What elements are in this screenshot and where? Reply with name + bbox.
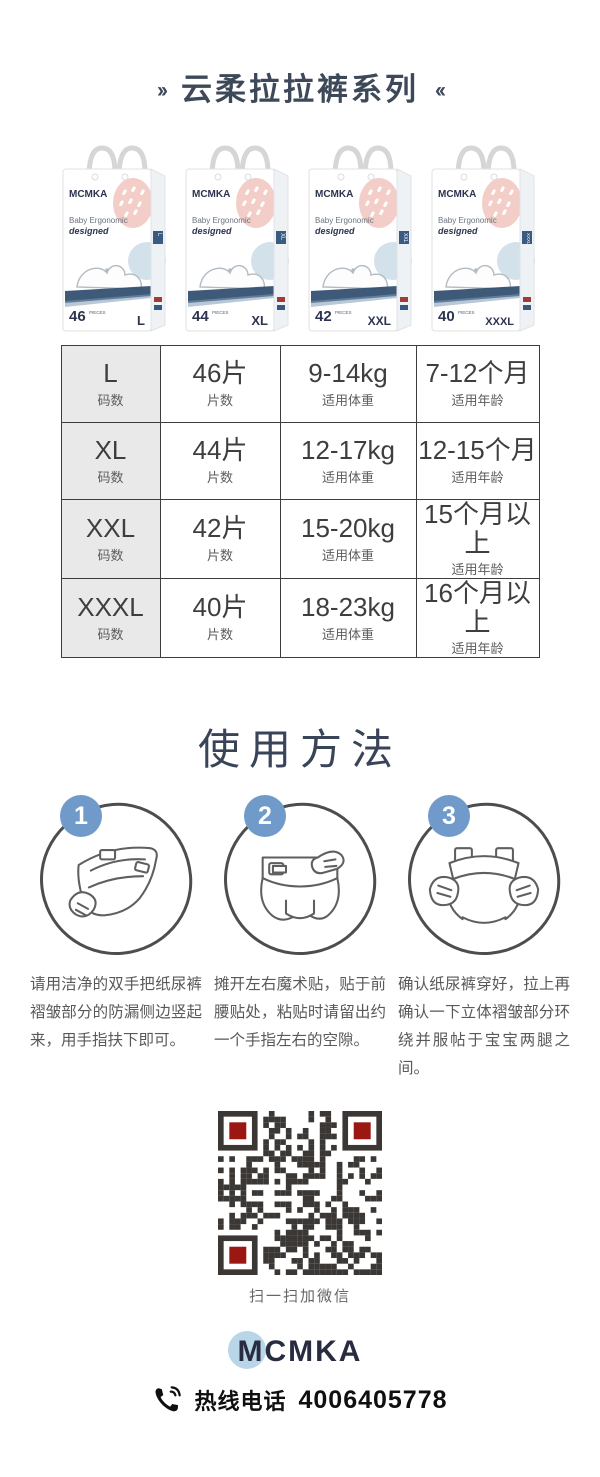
size-value: XXL xyxy=(85,513,136,544)
size-value: L xyxy=(103,358,118,389)
step-description: 确认纸尿裤穿好，拉上再确认一下立体褶皱部分环绕并服帖于宝宝两腿之间。 xyxy=(398,976,570,1078)
right-chevrons-icon: ‹‹ xyxy=(435,79,446,102)
step-number-badge: 1 xyxy=(60,795,102,838)
svg-text:designed: designed xyxy=(192,226,232,236)
step-number-badge: 3 xyxy=(428,795,470,838)
hotline-row: 热线电话 4006405778 xyxy=(0,1384,600,1416)
usage-heading: 使用方法 xyxy=(197,726,402,774)
product-package-xxxl: MCMKA Baby Ergonomic designed 40 PIECES … xyxy=(431,145,535,332)
size-spec-table: L 码数 46片 片数 9-14kg 适用体重 7-12个月 适用年龄 XL 码数 44片… xyxy=(60,345,540,659)
svg-text:PIECES: PIECES xyxy=(212,310,229,315)
usage-step-1: 1 请用洁净的双手把纸尿裤褶皱部分的防漏侧边竖起来，用手指扶下即可。 xyxy=(28,795,204,1083)
pieces-value: 42片 xyxy=(192,513,248,544)
page-title: 云柔拉拉裤系列 xyxy=(181,72,419,107)
bag-handle-icon xyxy=(485,145,516,176)
svg-text:Baby Ergonomic: Baby Ergonomic xyxy=(192,216,251,225)
product-package-xxl: MCMKA Baby Ergonomic designed 42 PIECES … xyxy=(308,145,412,332)
table-row: XL 码数 44片 片数 12-17kg 适用体重 12-15个月 适用年龄 xyxy=(60,422,540,500)
qr-section: 扫一扫加微信 xyxy=(0,1111,600,1306)
step2-illustration xyxy=(217,797,383,962)
bag-handle-icon xyxy=(362,145,393,176)
table-row: L 码数 46片 片数 9-14kg 适用体重 7-12个月 适用年龄 xyxy=(60,345,540,423)
package-brand-label: MCMKA xyxy=(315,189,353,200)
seal-illustration xyxy=(75,265,142,290)
series-title-row: ›› 云柔拉拉裤系列 ‹‹ xyxy=(0,64,600,109)
svg-text:XXL: XXL xyxy=(402,233,408,243)
package-brand-label: MCMKA xyxy=(192,189,230,200)
step1-illustration xyxy=(33,797,199,962)
phone-icon xyxy=(155,1386,182,1412)
svg-text:designed: designed xyxy=(69,226,109,236)
size-value: XXXL xyxy=(77,592,144,623)
svg-text:PIECES: PIECES xyxy=(335,310,352,315)
package-size-label: XL xyxy=(251,313,268,328)
product-package-row: MCMKA Baby Ergonomic designed 46 PIECES … xyxy=(0,139,600,339)
package-tagline: Baby Ergonomic xyxy=(69,216,128,225)
age-value: 15个月以上 xyxy=(424,499,531,558)
hotline-label: 热线电话 xyxy=(194,1389,287,1415)
svg-text:designed: designed xyxy=(438,226,478,236)
product-package-l: MCMKA Baby Ergonomic designed 46 PIECES … xyxy=(62,145,166,332)
package-brand-label: MCMKA xyxy=(438,189,476,200)
weight-value: 9-14kg xyxy=(308,358,388,389)
table-row: XXL 码数 42片 片数 15-20kg 适用体重 15个月以上 适用年龄 xyxy=(60,498,540,580)
step3-illustration xyxy=(401,797,567,962)
bag-handle-icon xyxy=(86,145,117,176)
age-value: 12-15个月 xyxy=(418,435,537,466)
pieces-value: 44片 xyxy=(192,435,248,466)
weight-value: 18-23kg xyxy=(301,592,395,623)
hotline-number: 4006405778 xyxy=(298,1385,448,1414)
table-row: XXXL 码数 40片 片数 18-23kg 适用体重 16个月以上 适用年龄 xyxy=(60,578,540,659)
package-pieces-count: 40 xyxy=(438,308,455,325)
bag-handle-icon xyxy=(209,145,240,176)
package-pieces-count: 46 xyxy=(69,308,86,325)
bag-handle-icon xyxy=(116,145,147,176)
size-value: XL xyxy=(94,435,127,466)
package-pieces-count: 42 xyxy=(315,308,332,325)
package-size-label: L xyxy=(137,313,145,328)
step-description: 摊开左右魔术贴，贴于前腰贴处，粘贴时请留出约一个手指左右的空隙。 xyxy=(214,976,386,1050)
pieces-value: 46片 xyxy=(192,358,248,389)
seal-illustration xyxy=(198,265,265,290)
usage-step-3: 3 确认纸尿裤穿好，拉上再确认一下立体褶皱部分环绕并服帖于宝宝两腿之间。 xyxy=(396,795,572,1083)
package-pieces-count: 44 xyxy=(192,308,209,325)
svg-text:PIECES: PIECES xyxy=(458,310,475,315)
bag-handle-icon xyxy=(332,145,363,176)
step-description: 请用洁净的双手把纸尿裤褶皱部分的防漏侧边竖起来，用手指扶下即可。 xyxy=(30,976,202,1050)
svg-text:XXXL: XXXL xyxy=(526,233,531,245)
product-package-xl: MCMKA Baby Ergonomic designed 44 PIECES … xyxy=(185,145,289,332)
weight-value: 12-17kg xyxy=(301,435,395,466)
svg-text:PIECES: PIECES xyxy=(89,310,106,315)
age-value: 7-12个月 xyxy=(425,358,530,389)
package-size-label: XXXL xyxy=(485,316,514,328)
qr-caption: 扫一扫加微信 xyxy=(248,1288,351,1306)
pieces-value: 40片 xyxy=(192,592,248,623)
wechat-qr-code xyxy=(218,1111,382,1276)
package-size-label: XXL xyxy=(367,314,390,328)
brand-row: MCMKA xyxy=(0,1331,600,1370)
svg-text:Baby Ergonomic: Baby Ergonomic xyxy=(315,216,374,225)
logo-circle-decoration xyxy=(227,1331,266,1370)
bag-handle-icon xyxy=(455,145,486,176)
seal-illustration xyxy=(444,265,511,290)
usage-steps: 1 请用洁净的双手把纸尿裤褶皱部分的防漏侧边竖起来，用手指扶下即可。 2 摊开左… xyxy=(0,795,600,1083)
weight-value: 15-20kg xyxy=(301,513,395,544)
seal-illustration xyxy=(321,265,388,290)
brand-logo: MCMKA xyxy=(227,1331,363,1370)
usage-step-2: 2 摊开左右魔术贴，贴于前腰贴处，粘贴时请留出约一个手指左右的空隙。 xyxy=(212,795,388,1083)
package-brand-label: MCMKA xyxy=(69,189,107,200)
svg-text:XL: XL xyxy=(279,233,285,241)
svg-text:designed: designed xyxy=(315,226,355,236)
svg-text:L: L xyxy=(156,233,162,237)
svg-text:Baby Ergonomic: Baby Ergonomic xyxy=(438,216,497,225)
age-value: 16个月以上 xyxy=(424,578,531,637)
step-number-badge: 2 xyxy=(244,795,286,838)
left-chevrons-icon: ›› xyxy=(157,79,168,102)
bag-handle-icon xyxy=(239,145,270,176)
